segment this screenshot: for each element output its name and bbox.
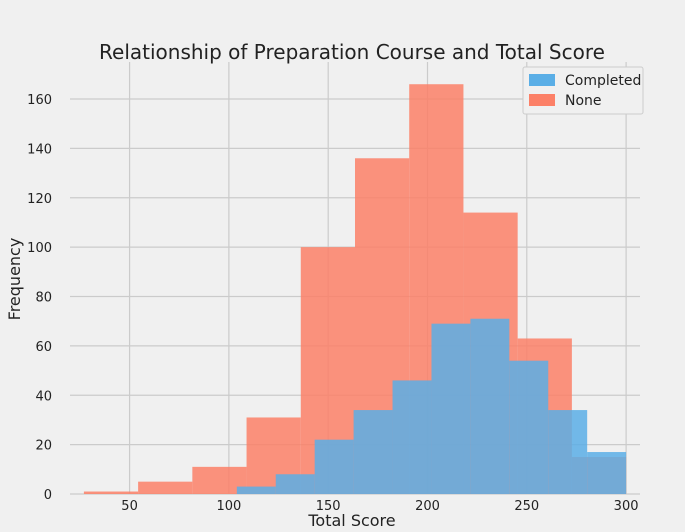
bar-completed-1 xyxy=(275,474,315,494)
y-tick-label-3: 60 xyxy=(35,340,52,355)
bar-completed-9 xyxy=(587,452,627,494)
x-tick-label-4: 250 xyxy=(514,499,539,514)
x-tick-label-1: 100 xyxy=(216,499,241,514)
y-axis-label: Frequency xyxy=(5,238,24,321)
y-tick-label-2: 40 xyxy=(35,389,52,404)
y-tick-label-7: 140 xyxy=(27,142,52,157)
bar-completed-4 xyxy=(392,380,432,494)
y-tick-label-0: 0 xyxy=(44,488,52,503)
legend-label-none: None xyxy=(565,93,602,109)
y-tick-label-1: 20 xyxy=(35,439,52,454)
y-axis-ticks: 0 20 40 60 80 100 120 140 160 xyxy=(27,93,52,503)
legend-swatch-none xyxy=(529,94,555,106)
bar-none-1 xyxy=(138,481,193,494)
bar-completed-6 xyxy=(470,318,510,494)
bar-completed-2 xyxy=(314,439,354,494)
legend: Completed None xyxy=(522,66,644,115)
x-axis-ticks: 50 100 150 200 250 300 xyxy=(121,499,638,514)
x-axis-label: Total Score xyxy=(307,511,395,530)
x-tick-label-0: 50 xyxy=(121,499,138,514)
x-tick-label-2: 150 xyxy=(316,499,341,514)
legend-label-completed: Completed xyxy=(565,73,641,89)
bar-completed-8 xyxy=(548,410,588,494)
legend-swatch-completed xyxy=(529,74,555,86)
y-tick-label-8: 160 xyxy=(27,93,52,108)
bar-completed-3 xyxy=(353,410,393,494)
x-tick-label-3: 200 xyxy=(415,499,440,514)
y-tick-label-5: 100 xyxy=(27,241,52,256)
bar-completed-7 xyxy=(509,360,549,494)
y-tick-label-4: 80 xyxy=(35,291,52,306)
bar-completed-5 xyxy=(431,323,471,494)
bar-none-0 xyxy=(83,491,139,494)
x-tick-label-5: 300 xyxy=(614,499,639,514)
y-tick-label-6: 120 xyxy=(27,192,52,207)
chart-title: Relationship of Preparation Course and T… xyxy=(99,40,605,64)
bar-completed-0 xyxy=(236,486,276,494)
histogram-bars xyxy=(83,84,627,495)
